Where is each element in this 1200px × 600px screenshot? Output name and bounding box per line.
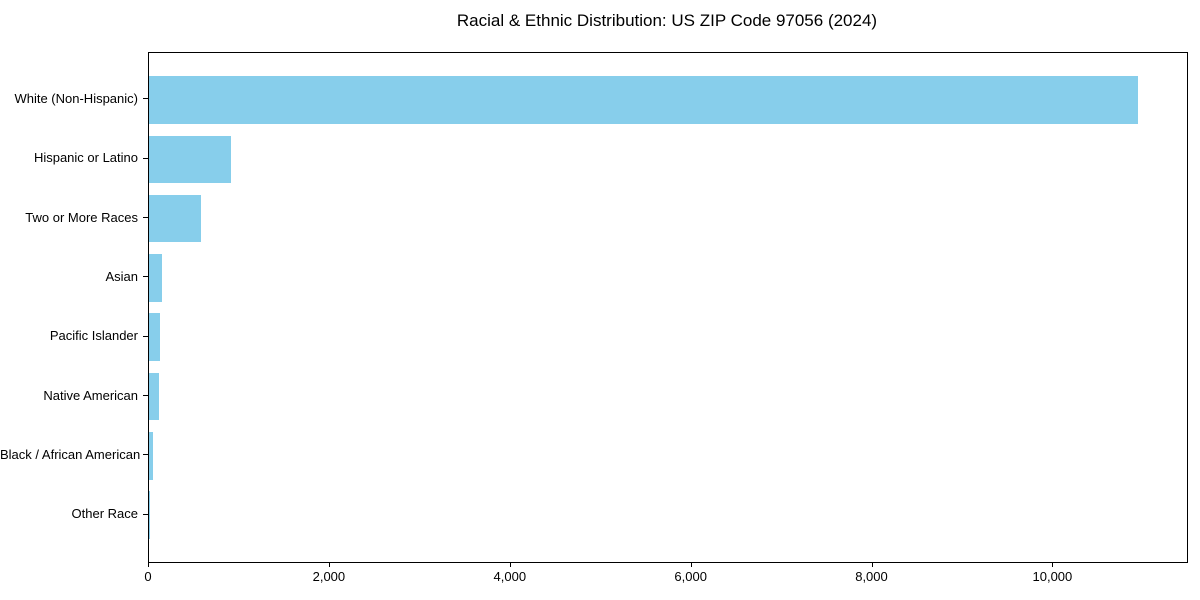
y-tick-mark xyxy=(143,157,148,159)
x-tick-label-10000: 10,000 xyxy=(1032,569,1073,584)
bar-hispanic-or-latino xyxy=(149,135,231,183)
y-tick-label-native-american: Native American xyxy=(43,387,138,403)
x-tick-mark xyxy=(871,562,873,567)
x-tick-label-8000: 8,000 xyxy=(855,569,888,584)
bar-black-african-american xyxy=(149,432,154,480)
bar-native-american xyxy=(149,372,159,421)
y-tick-mark xyxy=(143,513,148,515)
x-tick-mark xyxy=(148,562,149,567)
x-tick-label-6000: 6,000 xyxy=(674,569,707,584)
y-tick-label-asian: Asian xyxy=(105,268,138,284)
x-tick-mark xyxy=(328,562,330,567)
y-tick-mark xyxy=(143,276,148,278)
x-tick-mark xyxy=(509,562,511,567)
x-tick-mark xyxy=(1052,562,1054,567)
y-tick-mark xyxy=(143,98,148,100)
y-tick-mark xyxy=(143,335,148,337)
y-tick-label-other-race: Other Race xyxy=(71,506,138,522)
y-tick-label-white-non-hispanic: White (Non-Hispanic) xyxy=(14,90,138,106)
y-tick-mark xyxy=(143,395,148,396)
bar-pacific-islander xyxy=(149,313,160,361)
x-tick-label-0: 0 xyxy=(144,569,152,584)
bar-two-or-more-races xyxy=(149,194,201,243)
y-tick-label-hispanic-or-latino: Hispanic or Latino xyxy=(33,150,138,166)
y-tick-label-two-or-more-races: Two or More Races xyxy=(25,209,138,225)
bar-white-non-hispanic xyxy=(149,76,1138,124)
y-tick-mark xyxy=(143,217,148,218)
x-tick-label-2000: 2,000 xyxy=(312,569,346,584)
chart-title: Racial & Ethnic Distribution: US ZIP Cod… xyxy=(456,11,878,30)
x-tick-mark xyxy=(690,562,692,567)
y-tick-label-black-african-american: Black / African American xyxy=(0,446,141,462)
plot-area xyxy=(148,52,1188,563)
bar-other-race xyxy=(149,491,150,539)
x-tick-label-4000: 4,000 xyxy=(493,569,527,584)
y-tick-label-pacific-islander: Pacific Islander xyxy=(49,328,138,344)
y-tick-mark xyxy=(143,454,148,456)
bar-asian xyxy=(149,254,163,302)
